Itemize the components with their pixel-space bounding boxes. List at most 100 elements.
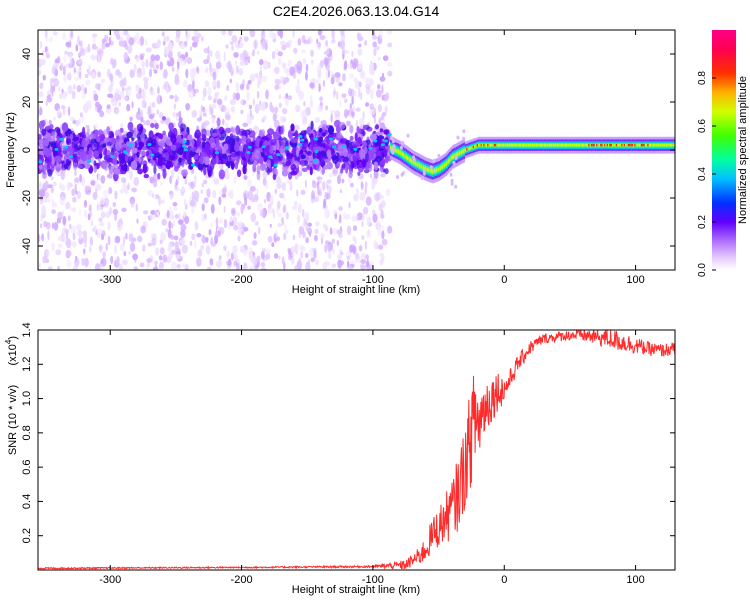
spectrogram-noise-cell bbox=[349, 103, 352, 109]
spectrogram-noise-cell bbox=[231, 35, 238, 43]
spectrogram-track-peak bbox=[634, 143, 636, 147]
spectrogram-noise-cell bbox=[143, 210, 149, 215]
spectrogram-noise-cell bbox=[90, 157, 94, 164]
spectrogram-track-cell bbox=[513, 144, 516, 147]
spectrogram-noise-cell bbox=[292, 30, 295, 38]
spectrogram-band-cell bbox=[142, 128, 147, 134]
spectrogram-band-cell bbox=[338, 121, 346, 130]
spectrogram-track-cell bbox=[566, 144, 568, 147]
spectrogram-track-cell bbox=[547, 144, 550, 147]
spectrogram-noise-cell bbox=[126, 103, 131, 112]
spectrogram-noise-cell bbox=[208, 229, 212, 236]
spectrogram-noise-cell bbox=[195, 66, 200, 73]
spectrogram-band-cell bbox=[153, 145, 159, 154]
spectrogram-noise-cell bbox=[38, 181, 43, 191]
spectrogram-noise-cell bbox=[381, 230, 385, 240]
spectrogram-noise-cell bbox=[242, 122, 249, 128]
spectrogram-noise-cell bbox=[78, 118, 82, 125]
spectrogram-track-cell bbox=[644, 144, 647, 147]
spectrogram-noise-cell bbox=[119, 90, 125, 98]
spectrogram-band-cell bbox=[259, 163, 266, 171]
spectrogram-band-cell bbox=[170, 135, 177, 143]
spectrogram-band-cell bbox=[96, 137, 101, 143]
spectrogram-noise-cell bbox=[44, 37, 49, 43]
spectrogram-noise-cell bbox=[366, 216, 372, 227]
spectrogram-noise-cell bbox=[295, 247, 299, 255]
spectrogram-track-cell bbox=[460, 150, 463, 154]
spectrogram-track-peak bbox=[629, 143, 631, 147]
spectrogram-noise-cell bbox=[54, 58, 60, 64]
spectrogram-noise-cell bbox=[358, 43, 362, 48]
spectrogram-noise-cell bbox=[369, 66, 375, 75]
spectrogram-noise-cell bbox=[51, 66, 56, 75]
spectrogram-noise-cell bbox=[205, 69, 208, 74]
spectrogram-noise-cell bbox=[43, 220, 48, 228]
spectrogram-track-cell bbox=[438, 167, 441, 171]
spectrogram-noise-cell bbox=[189, 46, 192, 51]
spectrogram-band-cell bbox=[74, 136, 80, 142]
spectrogram-band-cell bbox=[241, 135, 247, 144]
spectrogram-noise-cell bbox=[131, 101, 134, 109]
spectrogram-noise-cell bbox=[289, 66, 295, 76]
spectrogram-noise-cell bbox=[342, 211, 346, 220]
spectrogram-noise-cell bbox=[217, 230, 221, 238]
spectrogram-noise-cell bbox=[174, 182, 178, 190]
spectrogram-band-cell bbox=[140, 150, 146, 157]
spectrogram-noise-cell bbox=[282, 79, 287, 85]
spectrogram-noise-cell bbox=[314, 117, 321, 123]
spectrogram-noise-cell bbox=[130, 198, 135, 208]
spectrogram-noise-cell bbox=[64, 228, 70, 234]
spectrogram-noise-cell bbox=[63, 54, 67, 64]
spectrogram-noise-cell bbox=[50, 77, 56, 83]
spectrogram-noise-cell bbox=[184, 198, 187, 207]
spectrogram-noise-cell bbox=[323, 56, 329, 65]
snr-x-tick-label: -300 bbox=[99, 574, 121, 586]
spectrogram-track-cell bbox=[447, 159, 450, 164]
spectrogram-band-cell bbox=[118, 153, 124, 159]
spectrogram-track-cell bbox=[408, 157, 410, 161]
colorbar-tick-label: 0.4 bbox=[697, 167, 708, 181]
spectrogram-noise-cell bbox=[362, 111, 365, 120]
spectrogram-band-cell bbox=[153, 164, 157, 175]
spectrogram-track-cell bbox=[518, 144, 521, 147]
spectrogram-heatmap bbox=[38, 30, 675, 270]
snr-y-label: SNR (10 * v/v) bbox=[7, 385, 19, 455]
spectrogram-noise-cell bbox=[168, 220, 172, 230]
spectrogram-noise-cell bbox=[95, 101, 100, 108]
spectrogram-noise-cell bbox=[201, 36, 204, 42]
spectrogram-noise-cell bbox=[369, 78, 374, 86]
spectrogram-noise-cell bbox=[107, 174, 111, 179]
spectrogram-track-cell bbox=[584, 144, 586, 147]
spectrogram-peak-cell bbox=[353, 147, 358, 151]
spectrogram-noise-cell bbox=[39, 40, 43, 50]
spectrogram-band-cell bbox=[41, 119, 46, 127]
spectrogram-noise-cell bbox=[53, 116, 56, 122]
spectrogram-noise-cell bbox=[316, 64, 322, 75]
spectrogram-band-cell bbox=[349, 135, 354, 142]
spectrogram-band-cell bbox=[185, 150, 190, 160]
spectrogram-noise-cell bbox=[230, 252, 234, 261]
spectrogram-noise-cell bbox=[311, 190, 316, 200]
spectrogram-band-cell bbox=[72, 160, 78, 171]
snr-x-ticks: -300 -200 -100 0 100 bbox=[99, 330, 645, 586]
spectrogram-noise-cell bbox=[203, 197, 209, 204]
spectrogram-noise-cell bbox=[97, 183, 102, 191]
spectrogram-noise-cell bbox=[135, 203, 138, 212]
spectrogram-noise-cell bbox=[127, 90, 132, 97]
spectrogram-track-cell bbox=[545, 144, 547, 147]
spectrogram-peak-cell bbox=[147, 143, 152, 146]
spectrogram-tail-cell bbox=[454, 155, 458, 160]
spectrogram-noise-cell bbox=[351, 50, 354, 58]
spectrogram-noise-cell bbox=[374, 193, 380, 202]
spectrogram-noise-cell bbox=[89, 236, 93, 246]
spectrogram-noise-cell bbox=[158, 255, 163, 261]
spectrogram-noise-cell bbox=[91, 43, 97, 50]
spectrogram-band-cell bbox=[204, 156, 209, 162]
spectrogram-noise-cell bbox=[189, 199, 196, 207]
spectrogram-track-cell bbox=[661, 144, 664, 147]
spectrogram-band-cell bbox=[356, 126, 360, 135]
spectrogram-noise-cell bbox=[160, 95, 162, 104]
spectrogram-track-cell bbox=[414, 161, 417, 166]
spectrogram-band-cell bbox=[343, 156, 350, 162]
spectrogram-noise-cell bbox=[133, 177, 140, 187]
